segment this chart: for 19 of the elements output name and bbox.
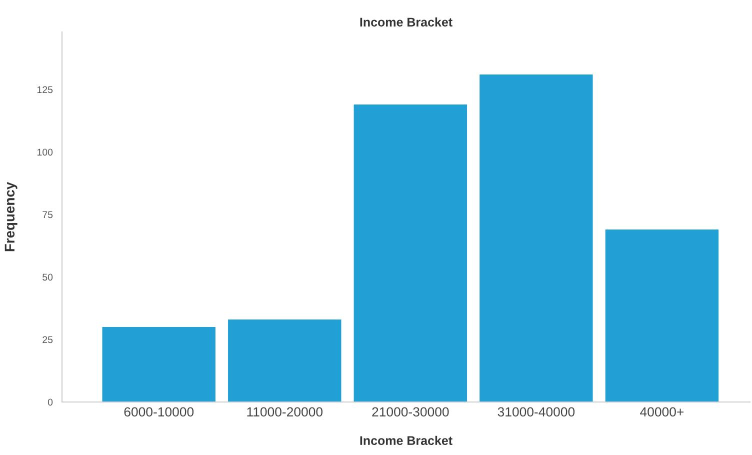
y-tick-label: 25 [42, 336, 53, 344]
x-tick-label: 21000-30000 [372, 407, 449, 417]
x-tick-label: 31000-40000 [498, 407, 575, 417]
x-tick-label: 40000+ [640, 407, 684, 417]
bar [605, 230, 719, 402]
x-tick-label: 11000-20000 [247, 407, 323, 417]
y-axis-title: Frequency [4, 182, 18, 252]
y-tick-label: 0 [48, 398, 53, 406]
bar [228, 320, 342, 402]
y-tick-label: 100 [37, 148, 53, 156]
x-axis-title: Income Bracket [360, 436, 452, 446]
bar [354, 104, 467, 402]
bar [102, 327, 216, 402]
x-tick-label: 6000-10000 [124, 407, 194, 417]
y-tick-label: 125 [37, 86, 53, 94]
y-tick-label: 75 [42, 211, 53, 218]
chart-title: Income Bracket [360, 17, 452, 27]
y-tick-label: 50 [42, 274, 53, 281]
bar [480, 74, 593, 402]
